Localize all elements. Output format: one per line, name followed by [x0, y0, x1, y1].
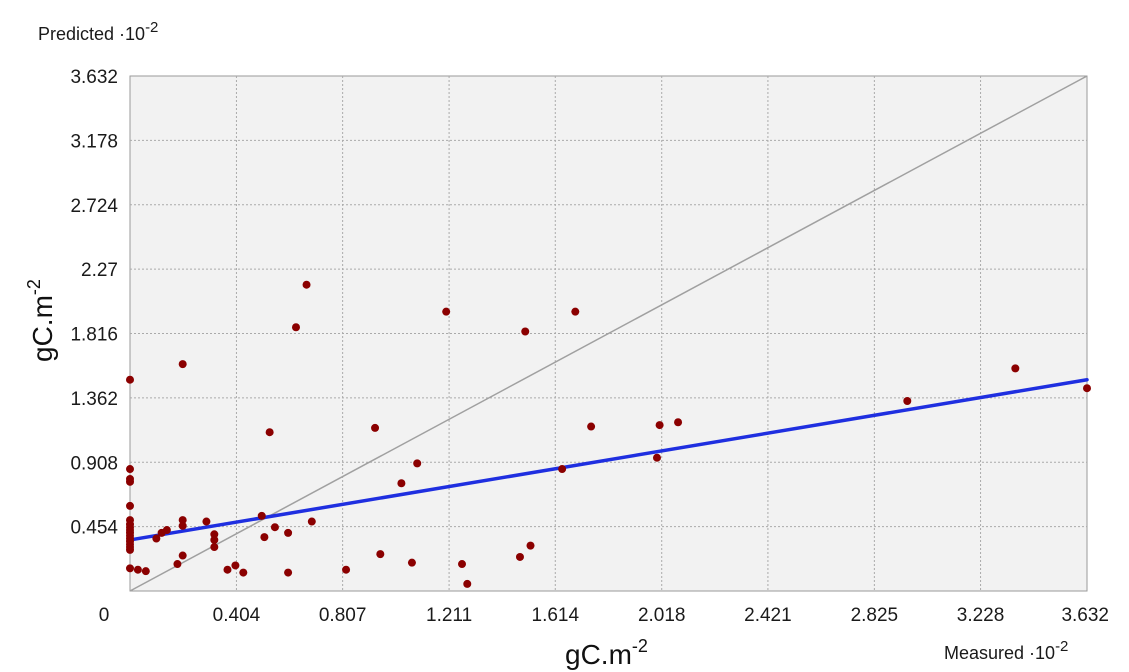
data-point	[1011, 364, 1020, 373]
data-point	[239, 568, 248, 577]
lines-layer	[128, 75, 1089, 592]
data-point	[903, 396, 912, 405]
data-point	[284, 528, 293, 537]
y-axis-title-sup: -2	[24, 279, 44, 295]
data-point	[260, 533, 269, 542]
data-point	[457, 560, 466, 569]
y-tick-label: 1.362	[70, 389, 118, 410]
y-tick-label: 3.178	[70, 131, 118, 152]
x-tick-label: 1.211	[426, 605, 472, 626]
data-point	[126, 477, 134, 486]
data-point	[126, 545, 134, 554]
x-tick-label: 1.614	[532, 605, 580, 626]
data-point	[407, 558, 416, 567]
data-point	[526, 541, 535, 550]
data-point	[1083, 384, 1091, 393]
data-point	[521, 327, 530, 336]
data-point	[178, 360, 187, 369]
data-point	[202, 517, 211, 526]
ticks-layer: 0 0.404 0.807 1.211 1.614 2.018 2.421 2.825 3.22…	[70, 67, 1109, 626]
data-point	[284, 568, 293, 577]
data-point	[270, 523, 279, 532]
x-tick-label: 3.632	[1061, 605, 1109, 626]
x-corner-label-sup: -2	[1055, 638, 1068, 655]
data-point	[558, 465, 567, 474]
y-tick-label: 1.816	[70, 325, 118, 346]
data-point	[210, 543, 219, 552]
identity-line	[129, 75, 1088, 592]
x-axis-title-sup: -2	[632, 636, 648, 656]
x-tick-label: 3.228	[957, 605, 1005, 626]
data-point	[126, 375, 134, 384]
y-tick-label: 3.632	[70, 67, 118, 88]
fit-line	[128, 377, 1089, 542]
data-point	[302, 280, 311, 289]
data-point	[210, 530, 219, 539]
data-point	[223, 565, 232, 574]
x-corner-label-text: Measured ·10	[944, 643, 1055, 663]
y-tick-label: 2.27	[81, 260, 118, 281]
data-point	[126, 465, 134, 474]
y-corner-label-text: Predicted ·10	[38, 24, 145, 44]
data-point	[141, 567, 150, 576]
data-point	[133, 565, 142, 574]
data-point	[257, 511, 266, 520]
x-tick-label: 2.018	[638, 605, 686, 626]
data-point	[126, 501, 134, 510]
data-point	[291, 323, 300, 332]
points-layer	[126, 280, 1091, 588]
y-corner-label: Predicted ·10-2	[38, 19, 158, 44]
y-axis-title: gC.m-2	[24, 279, 58, 362]
data-point	[515, 552, 524, 561]
x-axis-title-text: gC.m	[565, 639, 632, 670]
data-point	[231, 561, 240, 570]
data-point	[655, 421, 664, 430]
data-point	[463, 579, 472, 588]
x-tick-label: 2.421	[744, 605, 792, 626]
data-point	[442, 307, 451, 316]
data-point	[162, 526, 171, 535]
data-point	[371, 423, 380, 432]
data-point	[376, 550, 385, 559]
data-point	[126, 564, 134, 573]
data-point	[152, 534, 161, 543]
data-point	[265, 428, 274, 437]
x-tick-label: 2.825	[851, 605, 899, 626]
data-point	[342, 565, 351, 574]
y-tick-label: 0.454	[70, 518, 118, 539]
y-tick-label: 2.724	[70, 196, 118, 217]
data-point	[413, 459, 422, 468]
x-tick-label: 0	[99, 605, 110, 626]
x-tick-label: 0.404	[213, 605, 261, 626]
y-corner-label-sup: -2	[145, 19, 158, 36]
data-point	[587, 422, 596, 431]
data-point	[652, 453, 661, 462]
x-axis-title: gC.m-2	[565, 636, 648, 670]
data-point	[178, 516, 187, 525]
x-tick-label: 0.807	[319, 605, 367, 626]
y-axis-title-text: gC.m	[27, 295, 58, 362]
data-point	[173, 560, 182, 569]
data-point	[571, 307, 580, 316]
data-point	[210, 535, 219, 544]
data-point	[178, 551, 187, 560]
x-corner-label: Measured ·10-2	[944, 638, 1068, 663]
y-tick-label: 0.908	[70, 453, 118, 474]
data-point	[674, 418, 683, 427]
data-point	[178, 521, 187, 530]
data-point	[307, 517, 316, 526]
data-point	[397, 479, 406, 488]
